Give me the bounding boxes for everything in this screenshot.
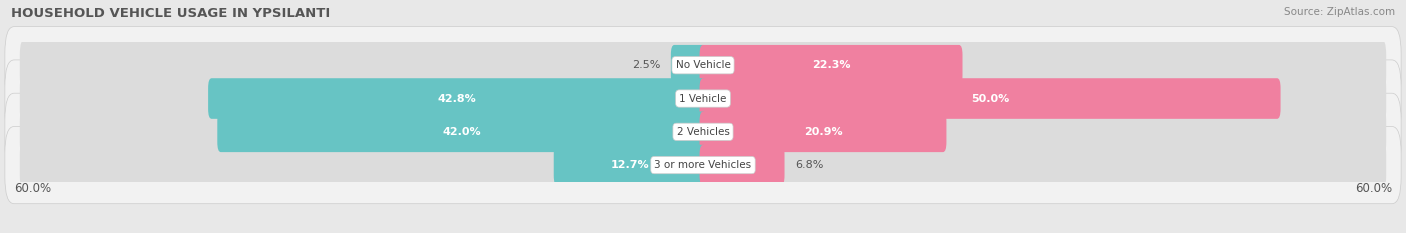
Text: 60.0%: 60.0% (14, 182, 51, 195)
Text: 50.0%: 50.0% (972, 93, 1010, 103)
FancyBboxPatch shape (671, 45, 706, 86)
Text: No Vehicle: No Vehicle (675, 60, 731, 70)
Text: 12.7%: 12.7% (610, 160, 650, 170)
FancyBboxPatch shape (700, 78, 1281, 119)
Text: 2 Vehicles: 2 Vehicles (676, 127, 730, 137)
Text: 42.8%: 42.8% (437, 93, 477, 103)
FancyBboxPatch shape (20, 138, 1386, 192)
FancyBboxPatch shape (20, 38, 1386, 92)
Text: 60.0%: 60.0% (1355, 182, 1392, 195)
FancyBboxPatch shape (700, 112, 946, 152)
FancyBboxPatch shape (700, 145, 785, 185)
FancyBboxPatch shape (4, 93, 1402, 170)
FancyBboxPatch shape (208, 78, 706, 119)
Text: 20.9%: 20.9% (804, 127, 842, 137)
FancyBboxPatch shape (700, 45, 963, 86)
FancyBboxPatch shape (4, 60, 1402, 137)
FancyBboxPatch shape (218, 112, 706, 152)
Text: HOUSEHOLD VEHICLE USAGE IN YPSILANTI: HOUSEHOLD VEHICLE USAGE IN YPSILANTI (11, 7, 330, 20)
FancyBboxPatch shape (4, 127, 1402, 204)
Text: 22.3%: 22.3% (811, 60, 851, 70)
Text: 6.8%: 6.8% (794, 160, 824, 170)
Legend: Owner-occupied, Renter-occupied: Owner-occupied, Renter-occupied (572, 230, 834, 233)
FancyBboxPatch shape (554, 145, 706, 185)
Text: Source: ZipAtlas.com: Source: ZipAtlas.com (1284, 7, 1395, 17)
FancyBboxPatch shape (20, 72, 1386, 126)
Text: 2.5%: 2.5% (633, 60, 661, 70)
FancyBboxPatch shape (4, 27, 1402, 104)
Text: 3 or more Vehicles: 3 or more Vehicles (654, 160, 752, 170)
Text: 1 Vehicle: 1 Vehicle (679, 93, 727, 103)
FancyBboxPatch shape (20, 105, 1386, 159)
Text: 42.0%: 42.0% (443, 127, 481, 137)
